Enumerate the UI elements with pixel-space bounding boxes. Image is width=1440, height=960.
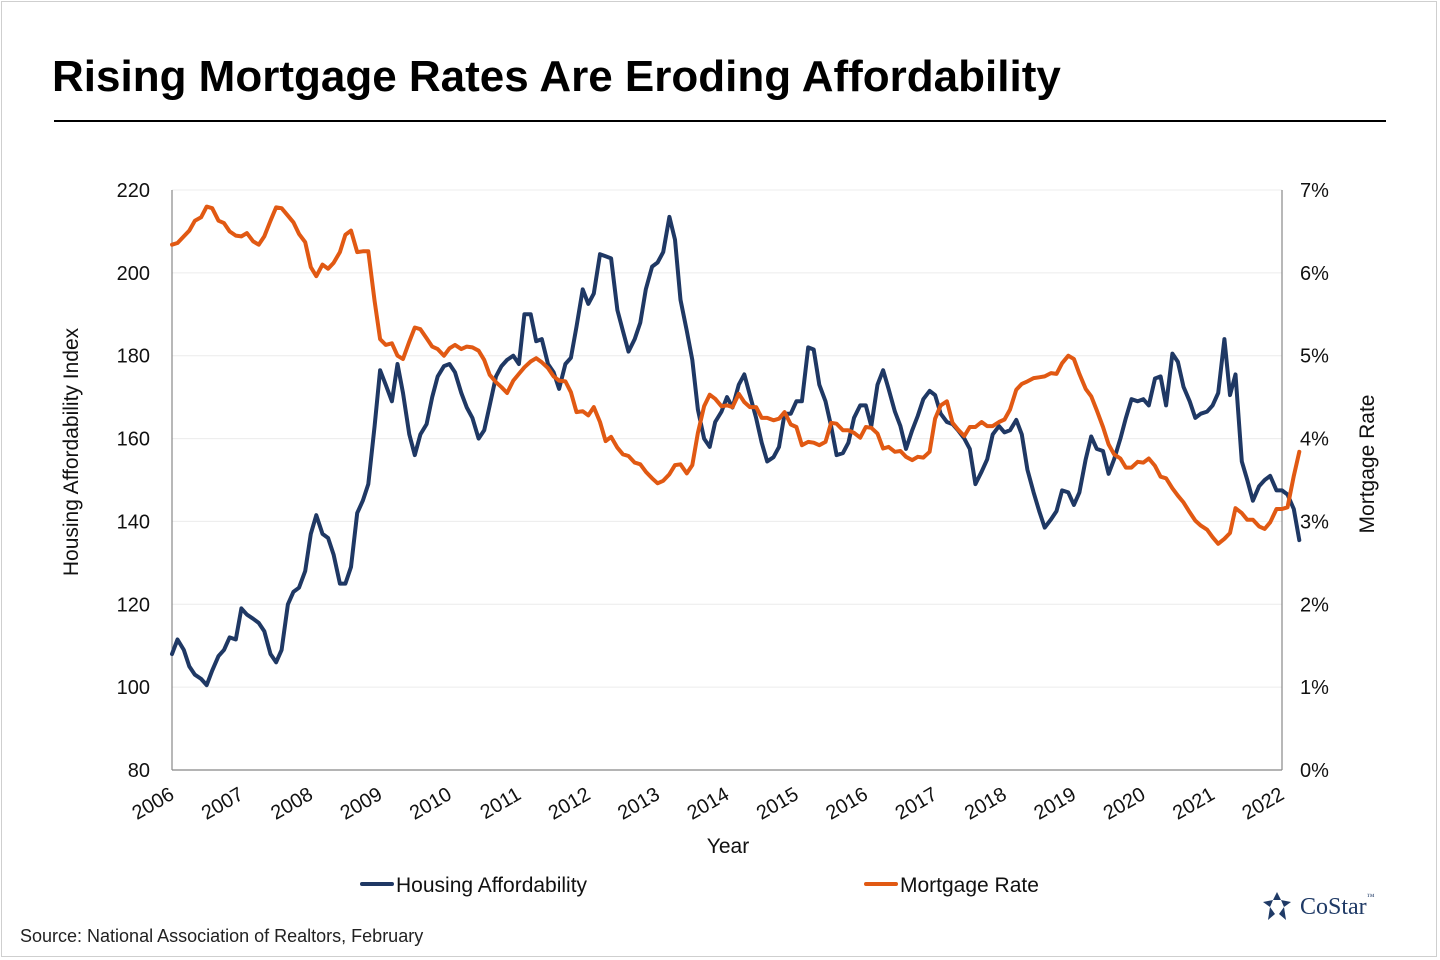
y-tick-label: 80 — [128, 760, 150, 782]
x-tick-label: 2015 — [753, 783, 803, 824]
y2-tick-label: 0% — [1300, 760, 1329, 782]
y2-tick-label: 7% — [1300, 180, 1329, 202]
y-tick-label: 120 — [117, 594, 150, 616]
x-tick-label: 2022 — [1238, 783, 1288, 824]
x-tick-label: 2014 — [683, 783, 733, 824]
x-tick-label: 2017 — [892, 783, 942, 824]
chart-title: Rising Mortgage Rates Are Eroding Afford… — [52, 52, 1061, 101]
y2-axis-title: Mortgage Rate — [1356, 395, 1379, 534]
x-axis-title: Year — [707, 835, 749, 858]
costar-logo-text: CoStar™ — [1300, 891, 1375, 920]
source-note: Source: National Association of Realtors… — [20, 926, 424, 946]
x-tick-label: 2020 — [1100, 783, 1150, 824]
x-tick-label: 2006 — [128, 783, 178, 824]
costar-logo: CoStar™ — [1260, 889, 1375, 925]
title-rule — [54, 120, 1386, 122]
y-tick-label: 140 — [117, 511, 150, 533]
y-tick-label: 100 — [117, 677, 150, 699]
x-tick-label: 2018 — [961, 783, 1011, 824]
y-tick-label: 180 — [117, 346, 150, 368]
x-tick-label: 2021 — [1169, 783, 1219, 824]
x-tick-label: 2019 — [1030, 783, 1080, 824]
legend-label-mortgage-rate: Mortgage Rate — [900, 874, 1039, 897]
y2-tick-label: 2% — [1300, 594, 1329, 616]
x-tick-label: 2013 — [614, 783, 664, 824]
x-tick-label: 2007 — [198, 783, 248, 824]
x-tick-label: 2008 — [267, 783, 317, 824]
y-axis-title: Housing Affordability Index — [60, 327, 83, 576]
y2-tick-label: 1% — [1300, 677, 1329, 699]
y2-tick-label: 6% — [1300, 263, 1329, 285]
costar-star-icon — [1263, 892, 1291, 920]
series-line-mortgage-rate — [170, 204, 1302, 546]
y2-tick-label: 3% — [1300, 511, 1329, 533]
x-tick-label: 2010 — [406, 783, 456, 824]
y2-tick-label: 4% — [1300, 429, 1329, 451]
series-line-housing-affordability — [170, 214, 1302, 688]
y-tick-label: 200 — [117, 263, 150, 285]
x-tick-label: 2012 — [545, 783, 595, 824]
y2-tick-label: 5% — [1300, 346, 1329, 368]
x-tick-label: 2016 — [822, 783, 872, 824]
x-tick-label: 2009 — [337, 783, 387, 824]
legend-label-housing-affordability: Housing Affordability — [396, 874, 588, 897]
x-tick-label: 2011 — [477, 783, 525, 824]
y-tick-label: 220 — [117, 180, 150, 202]
y-tick-label: 160 — [117, 429, 150, 451]
